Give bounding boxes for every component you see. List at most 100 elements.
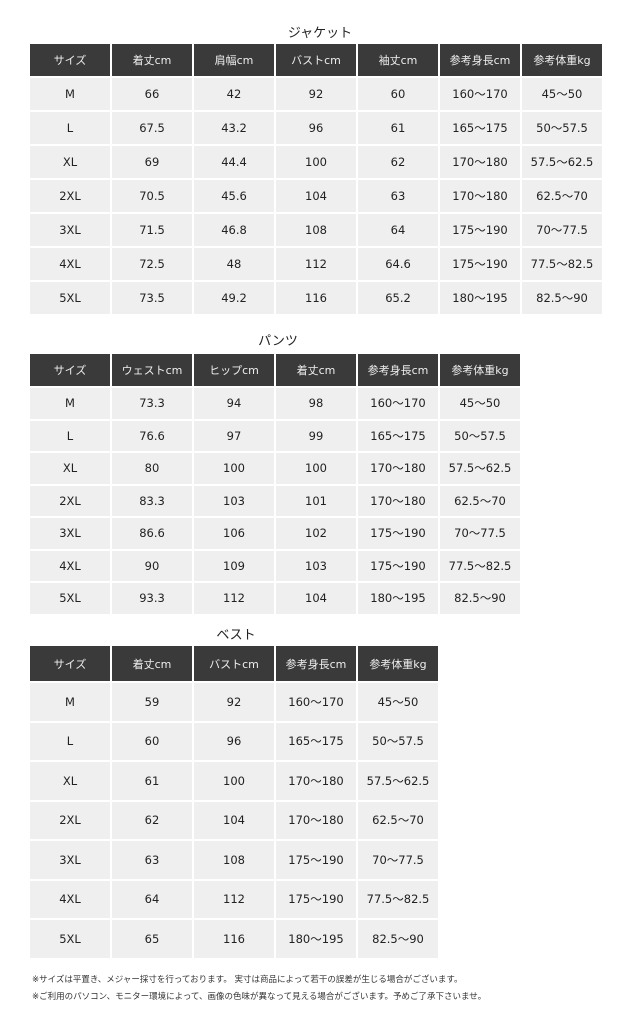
table-cell: 67.5	[112, 112, 192, 144]
table-cell: 73.5	[112, 282, 192, 314]
table-cell: 83.3	[112, 485, 192, 516]
table-cell: 45.6	[194, 180, 274, 212]
table-row: XL 80 100 100 170～180 57.5～62.5	[30, 453, 520, 484]
table-cell: 98	[276, 388, 356, 419]
table-row: 2XL 83.3 103 101 170～180 62.5～70	[30, 485, 520, 516]
table-cell: 175～190	[358, 550, 438, 581]
table-cell: 5XL	[30, 282, 110, 314]
table-cell: 42	[194, 78, 274, 110]
table-cell: 62	[112, 801, 192, 839]
column-header: 着丈cm	[112, 646, 192, 681]
table-cell: 5XL	[30, 920, 110, 958]
column-header: ヒップcm	[194, 354, 274, 386]
table-cell: 71.5	[112, 214, 192, 246]
table-cell: 165～175	[440, 112, 520, 144]
table-cell: 4XL	[30, 550, 110, 581]
table-cell: 100	[194, 762, 274, 800]
table-cell: 175～190	[276, 841, 356, 879]
table-cell: 45～50	[440, 388, 520, 419]
table-cell: 64	[358, 214, 438, 246]
table-cell: 2XL	[30, 485, 110, 516]
column-header: サイズ	[30, 44, 110, 76]
table-cell: 112	[276, 248, 356, 280]
column-header: 肩幅cm	[194, 44, 274, 76]
table-cell: 77.5～82.5	[522, 248, 602, 280]
table-cell: 92	[276, 78, 356, 110]
table-cell: 64	[112, 880, 192, 918]
table-cell: M	[30, 78, 110, 110]
table-row: L 60 96 165～175 50～57.5	[30, 722, 438, 760]
table-cell: 170～180	[358, 485, 438, 516]
table-cell: 170～180	[358, 453, 438, 484]
notes: ※サイズは平置き、メジャー採寸を行っております。 実寸は商品によって若干の誤差が…	[32, 972, 486, 1006]
table-cell: M	[30, 683, 110, 721]
table-cell: 112	[194, 583, 274, 614]
table-cell: 72.5	[112, 248, 192, 280]
header-row: サイズ 着丈cm バストcm 参考身長cm 参考体重kg	[30, 646, 438, 681]
table-row: M 66 42 92 60 160～170 45～50	[30, 78, 602, 110]
table-cell: 180～195	[276, 920, 356, 958]
table-cell: 64.6	[358, 248, 438, 280]
column-header: バストcm	[276, 44, 356, 76]
table-row: L 67.5 43.2 96 61 165～175 50～57.5	[30, 112, 602, 144]
table-cell: 104	[276, 583, 356, 614]
column-header: 参考体重kg	[358, 646, 438, 681]
column-header: 参考体重kg	[440, 354, 520, 386]
table-cell: 96	[276, 112, 356, 144]
vest-title: ベスト	[216, 628, 256, 643]
table-cell: 116	[276, 282, 356, 314]
table-cell: XL	[30, 146, 110, 178]
note-line: ※サイズは平置き、メジャー採寸を行っております。 実寸は商品によって若干の誤差が…	[32, 975, 463, 985]
table-row: 2XL 70.5 45.6 104 63 170～180 62.5～70	[30, 180, 602, 212]
table-cell: 100	[194, 453, 274, 484]
table-cell: 62.5～70	[358, 801, 438, 839]
table-cell: 82.5～90	[522, 282, 602, 314]
table-cell: 160～170	[276, 683, 356, 721]
table-cell: 99	[276, 420, 356, 451]
table-cell: 57.5～62.5	[440, 453, 520, 484]
table-cell: 44.4	[194, 146, 274, 178]
table-cell: 101	[276, 485, 356, 516]
table-cell: 96	[194, 722, 274, 760]
table-cell: 170～180	[276, 762, 356, 800]
table-row: L 76.6 97 99 165～175 50～57.5	[30, 420, 520, 451]
table-cell: 106	[194, 518, 274, 549]
table-cell: 175～190	[276, 880, 356, 918]
table-row: M 73.3 94 98 160～170 45～50	[30, 388, 520, 419]
table-cell: 109	[194, 550, 274, 581]
table-cell: 70.5	[112, 180, 192, 212]
table-row: 5XL 93.3 112 104 180～195 82.5～90	[30, 583, 520, 614]
column-header: 参考身長cm	[276, 646, 356, 681]
table-row: 3XL 86.6 106 102 175～190 70～77.5	[30, 518, 520, 549]
table-cell: 50～57.5	[522, 112, 602, 144]
table-cell: 70～77.5	[522, 214, 602, 246]
table-cell: 108	[276, 214, 356, 246]
table-cell: 43.2	[194, 112, 274, 144]
table-cell: 165～175	[276, 722, 356, 760]
table-cell: 180～195	[440, 282, 520, 314]
table-cell: 61	[358, 112, 438, 144]
table-cell: 112	[194, 880, 274, 918]
table-cell: 82.5～90	[358, 920, 438, 958]
table-cell: 65	[112, 920, 192, 958]
table-cell: 175～190	[358, 518, 438, 549]
table-row: M 59 92 160～170 45～50	[30, 683, 438, 721]
table-cell: 4XL	[30, 880, 110, 918]
table-row: XL 61 100 170～180 57.5～62.5	[30, 762, 438, 800]
table-cell: XL	[30, 762, 110, 800]
note-line: ※ご利用のパソコン、モニター環境によって、画像の色味が異なって見える場合がござい…	[32, 992, 487, 1002]
vest-size-table: サイズ 着丈cm バストcm 参考身長cm 参考体重kg M 59 92 160～170 45～5…	[28, 644, 440, 960]
table-cell: 63	[358, 180, 438, 212]
table-cell: 86.6	[112, 518, 192, 549]
table-row: 3XL 63 108 175～190 70～77.5	[30, 841, 438, 879]
table-cell: 170～180	[440, 180, 520, 212]
table-cell: 160～170	[440, 78, 520, 110]
table-cell: 5XL	[30, 583, 110, 614]
table-cell: 180～195	[358, 583, 438, 614]
header-row: サイズ ウェストcm ヒップcm 着丈cm 参考身長cm 参考体重kg	[30, 354, 520, 386]
table-cell: 2XL	[30, 180, 110, 212]
table-cell: L	[30, 112, 110, 144]
column-header: バストcm	[194, 646, 274, 681]
table-row: 4XL 72.5 48 112 64.6 175～190 77.5～82.5	[30, 248, 602, 280]
table-cell: 50～57.5	[440, 420, 520, 451]
